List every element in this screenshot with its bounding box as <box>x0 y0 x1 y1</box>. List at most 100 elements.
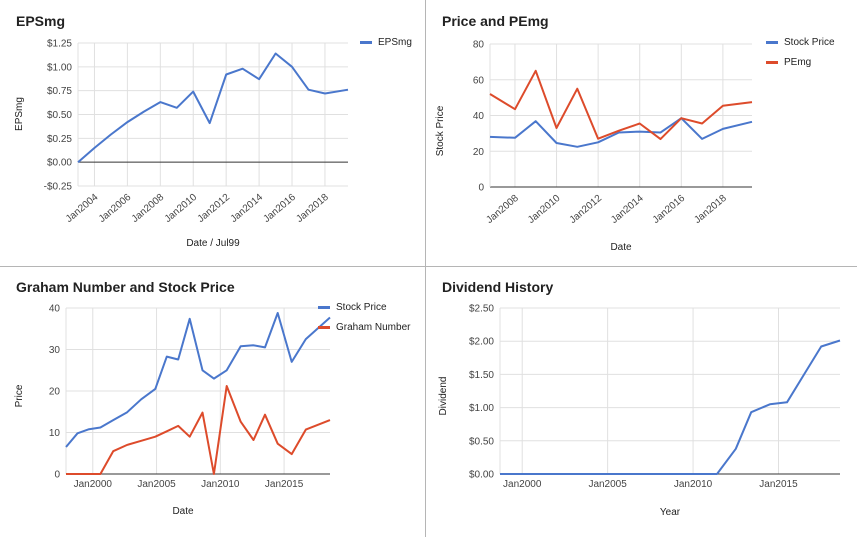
data-point <box>276 311 280 315</box>
data-point <box>274 51 278 55</box>
data-point <box>659 130 663 134</box>
y-tick-label: $0.75 <box>47 86 72 97</box>
x-tick-label: Jan2018 <box>692 193 729 226</box>
data-point <box>498 472 502 476</box>
x-axis-title: Date <box>610 242 632 253</box>
data-point <box>513 107 517 111</box>
legend-swatch <box>360 41 372 44</box>
data-point <box>251 343 255 347</box>
data-point <box>276 442 280 446</box>
data-point <box>700 472 704 476</box>
data-point <box>188 317 192 321</box>
chart-title: Graham Number and Stock Price <box>16 279 235 295</box>
data-point <box>768 402 772 406</box>
data-point <box>721 104 725 108</box>
data-point <box>175 106 179 110</box>
data-point <box>257 77 261 81</box>
x-tick-label: Jan2006 <box>97 192 134 225</box>
x-tick-label: Jan2015 <box>265 479 304 490</box>
x-axis-title: Date <box>172 506 194 517</box>
data-point <box>111 418 115 422</box>
data-point <box>125 410 129 414</box>
data-point <box>555 141 559 145</box>
y-axis-title: EPSmg <box>14 97 25 131</box>
data-point <box>176 357 180 361</box>
x-tick-label: Jan2000 <box>74 479 113 490</box>
data-point <box>241 67 245 71</box>
legend-label: PEmg <box>784 57 811 68</box>
data-point <box>749 410 753 414</box>
data-point <box>87 427 91 431</box>
data-point <box>323 92 327 96</box>
y-tick-label: 80 <box>473 40 485 51</box>
data-point <box>838 339 842 343</box>
y-tick-label: 30 <box>49 345 61 356</box>
epsmg-chart: EPSmg $1.25 $1.00 $0.75 $0.50 $0.25 $0.00 -$0.2… <box>0 0 425 267</box>
data-point <box>638 130 642 134</box>
y-tick-label: 20 <box>49 387 61 398</box>
data-point <box>176 424 180 428</box>
chart-title: EPSmg <box>16 13 65 29</box>
data-point <box>153 435 157 439</box>
y-tick-label: $0.00 <box>47 158 72 169</box>
data-point <box>142 110 146 114</box>
data-point <box>212 377 216 381</box>
legend-label: Stock Price <box>784 37 835 48</box>
x-tick-label: Jan2012 <box>568 193 605 226</box>
graham-number-chart: Graham Number and Stock Price 40 30 20 10 0 Ja… <box>0 268 425 537</box>
data-point <box>251 438 255 442</box>
data-point <box>596 140 600 144</box>
x-tick-label: Jan2010 <box>163 192 200 225</box>
data-point <box>290 360 294 364</box>
data-point <box>191 90 195 94</box>
data-point <box>165 355 169 359</box>
x-tick-label: Jan2015 <box>759 479 798 490</box>
series-line-stock-price <box>489 117 753 148</box>
legend-swatch <box>318 326 330 329</box>
data-point <box>575 87 579 91</box>
data-point <box>306 88 310 92</box>
data-point <box>555 126 559 130</box>
x-axis-title: Date / Jul99 <box>186 238 240 249</box>
data-point <box>328 418 332 422</box>
data-point <box>212 472 216 476</box>
data-point <box>92 146 96 150</box>
chart-title: Price and PEmg <box>442 13 549 29</box>
data-point <box>139 439 143 443</box>
data-point <box>304 337 308 341</box>
data-point <box>200 368 204 372</box>
x-tick-label: Jan2018 <box>294 192 331 225</box>
data-point <box>346 88 350 92</box>
x-tick-label: Jan2004 <box>64 192 101 225</box>
data-point <box>208 121 212 125</box>
x-axis-title: Year <box>660 507 681 518</box>
y-axis-title: Price <box>14 384 25 407</box>
data-point <box>304 428 308 432</box>
data-point <box>715 472 719 476</box>
data-point <box>700 137 704 141</box>
data-point <box>802 372 806 376</box>
y-tick-label: $0.25 <box>47 134 72 145</box>
y-tick-label: 0 <box>54 470 60 481</box>
data-point <box>158 100 162 104</box>
data-point <box>750 100 754 104</box>
price-pemg-chart: Price and PEmg 80 60 40 20 0 Jan2008 Jan2010 Jan… <box>426 0 857 267</box>
y-tick-label: $2.50 <box>469 304 494 315</box>
x-tick-label: Jan2010 <box>526 193 563 226</box>
data-point <box>224 72 228 76</box>
series-line-epsmg <box>77 52 349 163</box>
y-tick-label: -$0.25 <box>44 182 73 193</box>
data-point <box>513 136 517 140</box>
y-tick-label: 0 <box>478 183 484 194</box>
x-tick-label: Jan2012 <box>196 192 233 225</box>
y-tick-label: $2.00 <box>469 337 494 348</box>
data-point <box>64 445 68 449</box>
y-tick-label: $0.50 <box>47 110 72 121</box>
chart-svg: Dividend History $2.50 $2.00 $1.50 $1.00 $0.5… <box>438 279 842 518</box>
x-tick-label: Jan2016 <box>651 193 688 226</box>
data-point <box>76 160 80 164</box>
y-tick-label: $0.50 <box>469 436 494 447</box>
series-line-pemg <box>489 69 753 141</box>
